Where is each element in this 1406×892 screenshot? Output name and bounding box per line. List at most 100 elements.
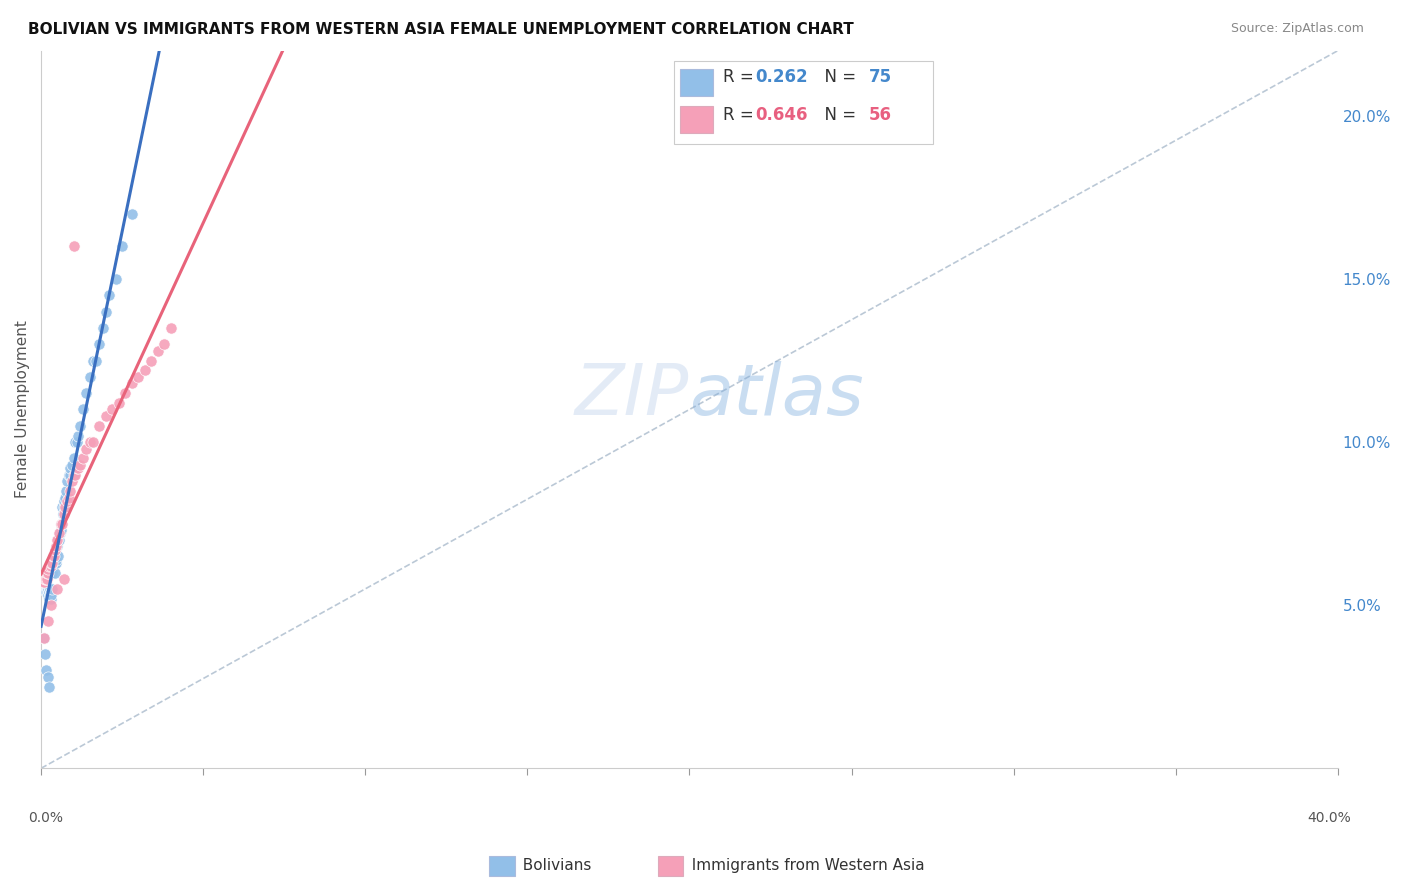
Point <box>59 461 82 475</box>
Point <box>48 526 70 541</box>
Point <box>41 588 63 602</box>
Point <box>37 615 59 629</box>
Point <box>38 559 60 574</box>
Point <box>49 516 72 531</box>
Point <box>69 418 91 433</box>
Point <box>55 491 77 505</box>
Point <box>108 396 131 410</box>
Point <box>37 566 59 580</box>
Point <box>35 579 58 593</box>
Point <box>35 572 58 586</box>
Point <box>45 540 67 554</box>
Point <box>34 631 56 645</box>
Point <box>134 363 156 377</box>
Point <box>37 588 59 602</box>
Text: 0.0%: 0.0% <box>28 812 63 825</box>
Point <box>37 588 59 602</box>
Point <box>41 566 63 580</box>
Point <box>42 556 65 570</box>
Point <box>62 467 84 482</box>
Point <box>84 353 107 368</box>
Point <box>52 572 75 586</box>
Point <box>55 483 77 498</box>
Point <box>63 435 86 450</box>
Text: 0.646: 0.646 <box>755 106 808 124</box>
Point <box>41 582 63 596</box>
Text: Source: ZipAtlas.com: Source: ZipAtlas.com <box>1230 22 1364 36</box>
Point <box>89 418 111 433</box>
Point <box>48 526 70 541</box>
Point <box>111 239 134 253</box>
Point <box>58 491 80 505</box>
Point <box>34 631 56 645</box>
Point <box>121 376 143 391</box>
Point <box>38 585 60 599</box>
Point <box>38 585 60 599</box>
Point <box>34 582 56 596</box>
Point <box>35 579 58 593</box>
Point <box>31 575 53 590</box>
Point <box>60 458 83 472</box>
Point <box>39 559 62 574</box>
Point <box>49 523 72 537</box>
FancyBboxPatch shape <box>673 62 934 144</box>
Point <box>32 579 55 593</box>
Text: BOLIVIAN VS IMMIGRANTS FROM WESTERN ASIA FEMALE UNEMPLOYMENT CORRELATION CHART: BOLIVIAN VS IMMIGRANTS FROM WESTERN ASIA… <box>28 22 853 37</box>
Point <box>37 562 59 576</box>
Point <box>35 572 58 586</box>
Point <box>52 500 75 515</box>
Point <box>79 369 101 384</box>
Point <box>44 556 66 570</box>
Point <box>37 585 59 599</box>
Point <box>34 575 56 590</box>
Text: Immigrants from Western Asia: Immigrants from Western Asia <box>682 858 925 872</box>
Point <box>32 572 55 586</box>
Point <box>46 582 69 596</box>
Point <box>34 572 56 586</box>
Point <box>56 493 79 508</box>
Point <box>146 343 169 358</box>
Point <box>62 239 84 253</box>
Text: R =: R = <box>723 106 759 124</box>
Point <box>34 575 56 590</box>
Point <box>53 493 76 508</box>
Point <box>59 467 82 482</box>
Point <box>44 566 66 580</box>
Point <box>32 572 55 586</box>
Point <box>34 582 56 596</box>
Point <box>159 321 181 335</box>
Point <box>37 670 59 684</box>
Text: ZIP: ZIP <box>575 360 689 430</box>
Y-axis label: Female Unemployment: Female Unemployment <box>15 320 30 499</box>
Point <box>67 428 90 442</box>
Text: N =: N = <box>814 106 862 124</box>
Point <box>89 337 111 351</box>
Point <box>42 549 65 564</box>
Text: 40.0%: 40.0% <box>1308 812 1351 825</box>
Point <box>46 533 69 547</box>
Point <box>62 451 84 466</box>
Point <box>82 435 104 450</box>
Point <box>39 588 62 602</box>
Point <box>35 664 58 678</box>
Point <box>114 386 136 401</box>
Point <box>45 556 67 570</box>
Point <box>76 442 98 456</box>
Bar <box>681 69 713 95</box>
Point <box>35 585 58 599</box>
Text: N =: N = <box>814 68 862 87</box>
Point <box>41 556 63 570</box>
Point <box>35 582 58 596</box>
Point <box>46 540 69 554</box>
Point <box>91 321 114 335</box>
Point <box>42 559 65 574</box>
Point <box>34 572 56 586</box>
Point <box>66 461 89 475</box>
Point <box>39 582 62 596</box>
Point <box>48 533 70 547</box>
Point <box>101 402 124 417</box>
Point <box>37 582 59 596</box>
Text: 0.262: 0.262 <box>755 68 808 87</box>
Point <box>38 591 60 606</box>
Point <box>82 353 104 368</box>
